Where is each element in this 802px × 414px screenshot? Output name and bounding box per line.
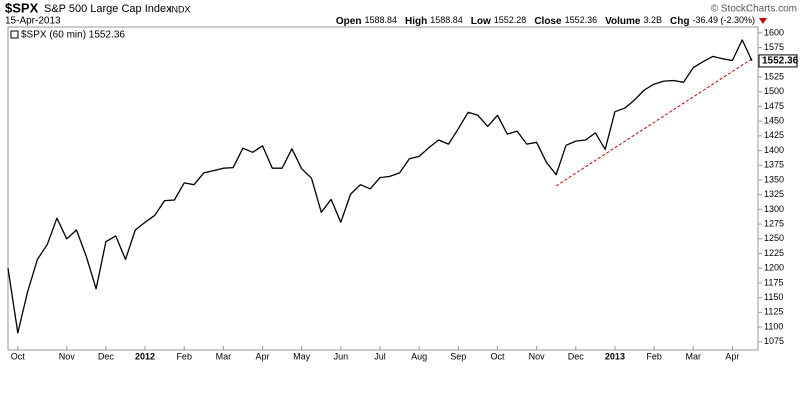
x-tick-label: Dec [98, 351, 115, 361]
quote-value: -36.49 (-2.30%) [692, 15, 755, 25]
chart-title: S&P 500 Large Cap Index [44, 3, 172, 15]
quote-label: Open [336, 16, 362, 27]
y-tick-label: 1150 [764, 292, 783, 302]
price-line [7, 39, 753, 334]
x-tick-label: Nov [59, 351, 76, 361]
y-tick-label: 1175 [764, 277, 783, 287]
x-tick-label: Feb [176, 351, 192, 361]
x-tick-label: Oct [11, 351, 26, 361]
y-tick-label: 1325 [764, 189, 784, 199]
y-tick-label: 1125 [764, 307, 783, 317]
y-tick-label: 1450 [764, 116, 784, 126]
y-tick-label: 1525 [764, 71, 784, 81]
copyright: © StockCharts.com [711, 4, 797, 15]
y-tick-label: 1300 [764, 204, 784, 214]
quote-label: High [405, 16, 427, 27]
quote-value: 3.2B [644, 15, 663, 25]
quote-value: 1588.84 [430, 15, 463, 25]
quote-value: 1552.28 [494, 15, 527, 25]
y-tick-label: 1600 [764, 27, 784, 37]
y-tick-label: 1100 [764, 321, 783, 331]
y-tick-label: 1500 [764, 86, 784, 96]
quote-label: Close [534, 16, 562, 27]
quote: Open 1588.84 High 1588.84 Low 1552.28 Close 155… [336, 15, 755, 26]
plot-frame [7, 26, 759, 351]
x-tick-label: Sep [450, 351, 466, 361]
y-tick-label: 1475 [764, 101, 784, 111]
x-tick-label: Mar [216, 351, 232, 361]
change-arrow [759, 18, 767, 24]
y-tick-label: 1200 [764, 263, 784, 273]
x-tick-label: 2012 [135, 351, 155, 361]
y-tick-label: 1400 [764, 145, 784, 155]
y-tick-label: 1275 [764, 218, 784, 228]
x-tick-label: Oct [490, 351, 505, 361]
y-tick-label: 1375 [764, 160, 784, 170]
x-tick-label: 2013 [605, 351, 625, 361]
legend-entry: $SPX (60 min) 1552.36 [21, 30, 125, 41]
x-tick-label: May [293, 351, 311, 361]
symbol: $SPX [5, 0, 39, 15]
quote-label: Volume [605, 16, 641, 27]
x-tick-label: Feb [646, 351, 662, 361]
quote-value: 1588.84 [364, 15, 397, 25]
exchange: INDX [169, 4, 191, 14]
y-tick-label: 1250 [764, 233, 784, 243]
x-tick-label: Aug [411, 351, 427, 361]
last-value-box [758, 54, 798, 68]
y-tick-label: 1350 [764, 174, 784, 184]
y-tick-label: 1225 [764, 248, 784, 258]
y-tick-label: 1425 [764, 130, 784, 140]
last-value-label: 1552.36 [762, 56, 799, 67]
x-tick-label: Apr [725, 351, 739, 361]
x-tick-label: Dec [568, 351, 585, 361]
legend-icon [10, 30, 19, 39]
x-tick-label: Apr [256, 351, 270, 361]
y-tick-label: 1075 [764, 336, 784, 346]
quote-label: Low [471, 16, 491, 27]
trendline [555, 58, 753, 187]
date: 15-Apr-2013 [5, 16, 61, 27]
x-tick-label: Jul [374, 351, 386, 361]
x-tick-label: Jun [334, 351, 349, 361]
y-tick-label: 1575 [764, 42, 784, 52]
x-tick-label: Nov [529, 351, 546, 361]
x-tick-label: Mar [686, 351, 702, 361]
quote-label: Chg [670, 16, 689, 27]
quote-value: 1552.36 [565, 15, 598, 25]
